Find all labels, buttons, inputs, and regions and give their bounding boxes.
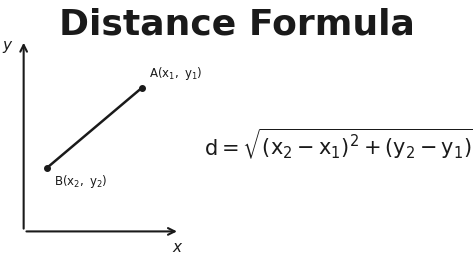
Text: $\mathsf{A(x_1,\ y_1)}$: $\mathsf{A(x_1,\ y_1)}$ bbox=[149, 65, 202, 82]
Text: $\mathsf{B(x_2,\ y_2)}$: $\mathsf{B(x_2,\ y_2)}$ bbox=[54, 173, 108, 190]
Text: y: y bbox=[2, 38, 12, 53]
Text: x: x bbox=[173, 240, 182, 255]
Text: Distance Formula: Distance Formula bbox=[59, 8, 414, 42]
Text: $\mathsf{d = \sqrt{(x_2 - x_1)^2 + (y_2 - y_1)^2}}$: $\mathsf{d = \sqrt{(x_2 - x_1)^2 + (y_2 … bbox=[204, 126, 473, 161]
